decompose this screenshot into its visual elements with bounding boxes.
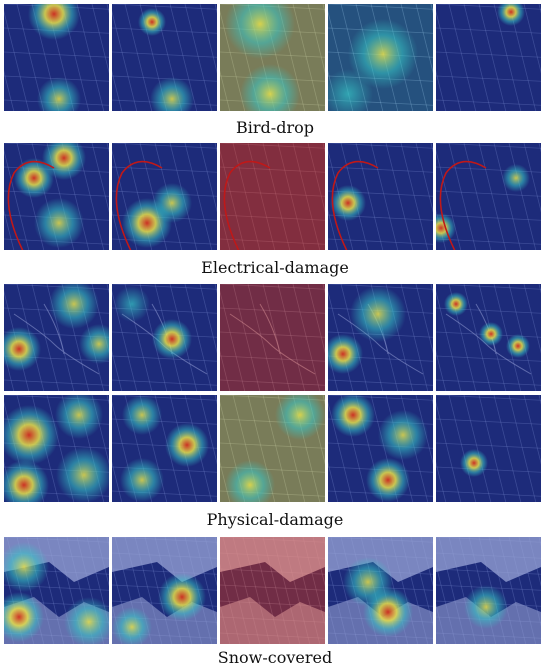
heatmap-tile [220, 143, 325, 250]
heatmap-tile [328, 284, 433, 391]
heatmap-tile [436, 4, 541, 111]
bird-drop-row [4, 4, 541, 111]
heatmap-tile [4, 4, 109, 111]
heatmap-tile [4, 395, 109, 502]
heatmap-tile [328, 4, 433, 111]
heatmap-tile [220, 284, 325, 391]
heatmap-tile [328, 537, 433, 644]
heatmap-tile [328, 143, 433, 250]
heatmap-tile [112, 143, 217, 250]
heatmap-tile [436, 537, 541, 644]
heatmap-tile [112, 537, 217, 644]
caption-electrical-damage: Electrical-damage [201, 258, 349, 277]
electrical-damage-row [4, 143, 541, 250]
caption-bird-drop: Bird-drop [236, 118, 314, 137]
caption-physical-damage: Physical-damage [206, 510, 344, 529]
heatmap-tile [436, 284, 541, 391]
snow-covered-row [4, 537, 541, 644]
heatmap-tile [436, 143, 541, 250]
heatmap-tile [112, 284, 217, 391]
heatmap-tile [4, 284, 109, 391]
heatmap-tile [4, 537, 109, 644]
heatmap-tile [4, 143, 109, 250]
heatmap-tile [112, 4, 217, 111]
caption-snow-covered: Snow-covered [217, 648, 333, 667]
heatmap-tile [220, 537, 325, 644]
physical-damage-row-2 [4, 395, 541, 502]
heatmap-tile [220, 395, 325, 502]
heatmap-tile [328, 395, 433, 502]
heatmap-tile [220, 4, 325, 111]
heatmap-tile [112, 395, 217, 502]
heatmap-tile [436, 395, 541, 502]
physical-damage-row-1 [4, 284, 541, 391]
